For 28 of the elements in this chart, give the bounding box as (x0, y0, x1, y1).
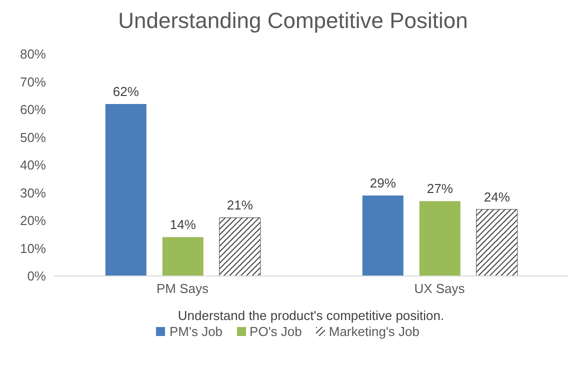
y-tick-label: 60% (20, 102, 46, 118)
x-axis-title: Understand the product's competitive position. (178, 308, 444, 323)
chart-title: Understanding Competitive Position (117, 8, 469, 34)
x-tick-label: PM Says (156, 281, 210, 296)
data-label: 24% (484, 189, 510, 204)
bar (362, 196, 404, 276)
bar (105, 104, 146, 276)
bar (162, 237, 204, 276)
legend-label: Marketing's Job (328, 324, 420, 339)
data-label: 27% (426, 181, 454, 196)
data-label: 14% (170, 217, 196, 232)
data-label: 29% (370, 176, 396, 191)
bar (219, 217, 261, 276)
y-tick-label: 70% (20, 74, 46, 90)
data-label: 62% (112, 84, 140, 99)
bar (476, 209, 518, 276)
y-tick-label: 80% (20, 46, 46, 62)
x-tick-label: UX Says (414, 281, 466, 296)
y-tick-label: 0% (27, 268, 46, 284)
y-tick-label: 40% (20, 158, 46, 173)
y-tick-label: 30% (20, 185, 46, 200)
y-tick-label: 10% (20, 240, 46, 256)
y-tick-label: 50% (20, 130, 46, 145)
data-label: 21% (226, 198, 254, 213)
y-tick-label: 20% (20, 213, 46, 228)
bar (419, 201, 460, 276)
legend-label: PM's Job (168, 324, 223, 339)
legend-label: PO's Job (248, 324, 302, 339)
